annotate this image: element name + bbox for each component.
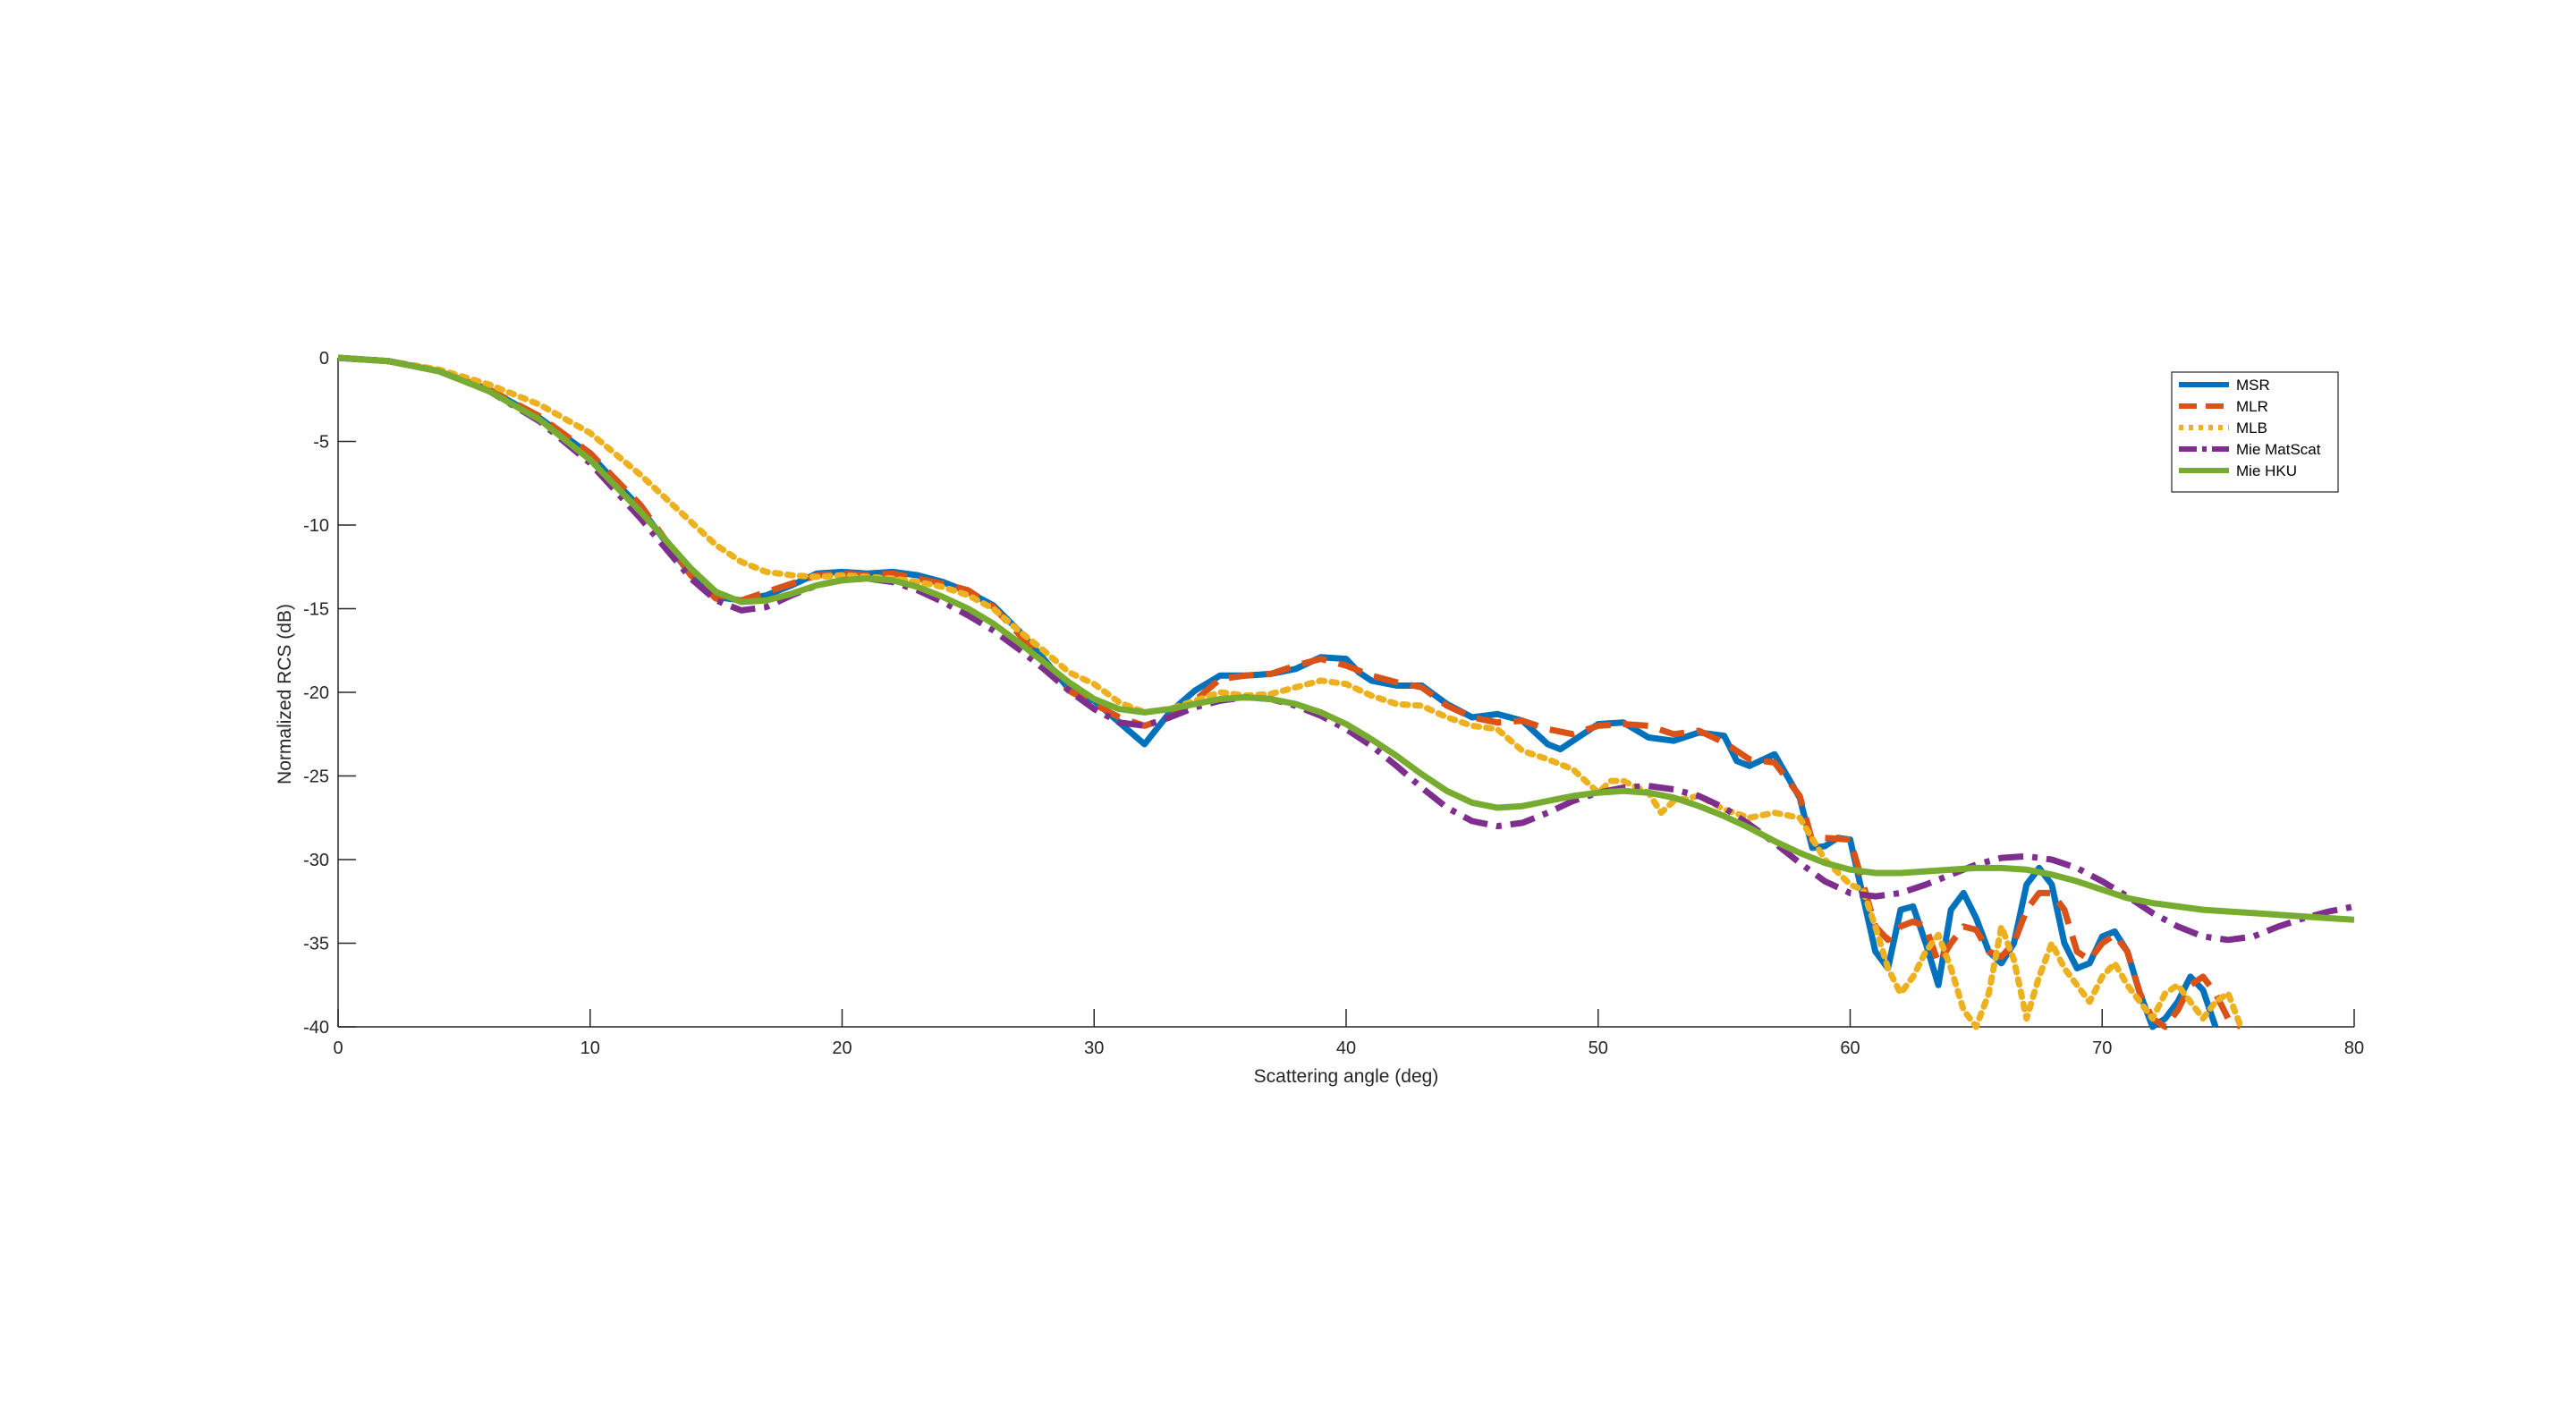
y-tick-label: -30 [303, 851, 329, 870]
legend-entry: Mie MatScat [2236, 441, 2321, 458]
x-tick-label: 50 [1589, 1038, 1608, 1058]
x-tick-label: 40 [1336, 1038, 1356, 1058]
y-axis-title: Normalized RCS (dB) [275, 604, 295, 784]
legend-entry: Mie HKU [2236, 462, 2297, 479]
legend-entry: MSR [2236, 377, 2270, 394]
x-tick-label: 70 [2092, 1038, 2112, 1058]
y-tick-label: 0 [319, 349, 329, 369]
y-tick-label: -35 [303, 935, 329, 954]
y-tick-label: -10 [303, 516, 329, 536]
series-layer [338, 354, 2354, 1030]
x-tick-label: 30 [1084, 1038, 1104, 1058]
x-tick-label: 0 [333, 1038, 343, 1058]
series-line-mie-matscat [338, 354, 2354, 944]
x-tick-label: 10 [580, 1038, 600, 1058]
y-tick-label: -40 [303, 1018, 329, 1038]
legend-entry: MLB [2236, 420, 2267, 437]
x-tick-label: 60 [1840, 1038, 1860, 1058]
series-line-mie-hku [338, 354, 2354, 923]
y-tick-label: -5 [313, 433, 329, 453]
y-tick-label: -25 [303, 767, 329, 787]
y-tick-label: -20 [303, 683, 329, 703]
y-tick-label: -15 [303, 600, 329, 620]
legend: MSR MLR MLB Mie MatScat Mie HKU [2171, 371, 2339, 493]
plot-axes [337, 357, 2355, 1028]
legend-entry: MLR [2236, 398, 2268, 415]
x-tick-label: 80 [2344, 1038, 2364, 1058]
x-tick-label: 20 [832, 1038, 852, 1058]
x-axis-title: Scattering angle (deg) [1254, 1066, 1439, 1087]
series-line-mlb [338, 354, 2244, 1030]
tick-labels: 0 10 20 30 40 50 60 70 80 0 -5 -10 -15 -20 -25 -30 -35 -4… [303, 349, 2364, 1058]
